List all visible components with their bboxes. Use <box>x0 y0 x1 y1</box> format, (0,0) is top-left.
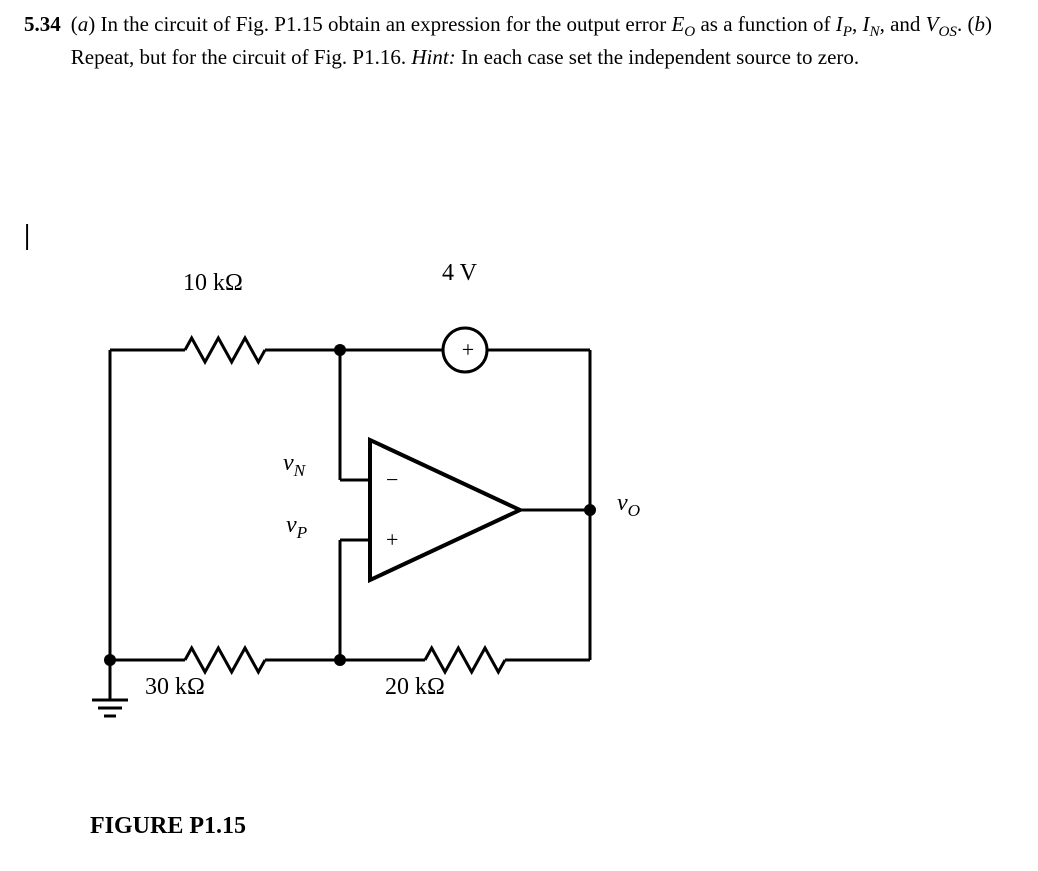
figure-p1-15: + − + 10 kΩ 4 V vN vP vO 30 kΩ 20 kΩ FIGUR… <box>90 260 710 840</box>
problem-text: (a) In the circuit of Fig. P1.15 obtain … <box>71 10 1014 71</box>
svg-text:+: + <box>462 337 474 362</box>
label-r1: 10 kΩ <box>183 270 243 297</box>
problem-statement: 5.34 (a) In the circuit of Fig. P1.15 ob… <box>24 10 1014 71</box>
svg-text:−: − <box>386 467 398 492</box>
svg-text:+: + <box>386 527 398 552</box>
label-r2: 30 kΩ <box>145 674 205 701</box>
text-cursor: | <box>24 220 30 252</box>
label-vn: vN <box>283 450 305 481</box>
label-vp: vP <box>286 512 307 543</box>
label-vo: vO <box>617 490 640 521</box>
problem-number: 5.34 <box>24 10 71 71</box>
label-r3: 20 kΩ <box>385 674 445 701</box>
label-vsrc: 4 V <box>442 260 477 287</box>
figure-caption: FIGURE P1.15 <box>90 813 246 840</box>
